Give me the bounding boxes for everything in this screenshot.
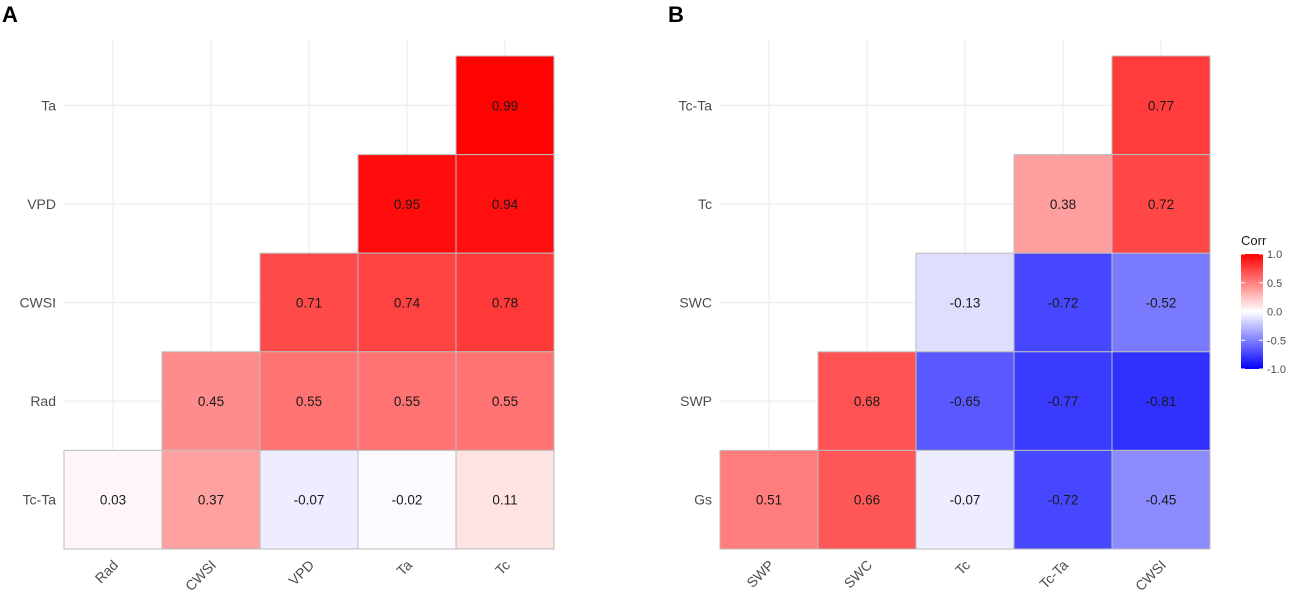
panel-b-cell-label: 0.38 xyxy=(1050,197,1076,212)
panel-b-cell xyxy=(1111,55,1211,156)
panel-a-cell-label: 0.78 xyxy=(492,296,518,311)
legend-tick-label: 0.5 xyxy=(1267,278,1282,290)
panel-a-cell xyxy=(357,351,457,451)
panel-b-x-tick-label: CWSI xyxy=(1132,557,1169,594)
legend-tick-label: 1.0 xyxy=(1267,249,1282,261)
panel-b-y-tick-label: SWC xyxy=(679,295,712,311)
panel-a-x-tick-label: Tc xyxy=(492,557,513,578)
panel-b-cell xyxy=(719,449,819,550)
panel-b-cell-label: 0.51 xyxy=(756,493,782,508)
panel-b-cell xyxy=(1013,449,1113,550)
legend-tick-label: 0.0 xyxy=(1267,307,1282,319)
legend-ticks: 1.0 0.5 0.0 -0.5 -1.0 xyxy=(1241,249,1286,376)
panel-a-cell xyxy=(259,351,359,451)
panel-a-cell-label: 0.55 xyxy=(492,394,518,409)
panel-a-cell xyxy=(357,252,457,353)
panel-b-cell-label: -0.52 xyxy=(1146,296,1177,311)
legend-tick-label: -1.0 xyxy=(1267,364,1286,376)
panel-a-cell-label: 0.03 xyxy=(100,493,126,508)
panel-a-cell xyxy=(455,55,555,156)
panel-b-cell-label: -0.81 xyxy=(1146,394,1177,409)
color-legend: Corr 1.0 0.5 0.0 -0.5 -1.0 xyxy=(1241,233,1286,376)
panel-a-axis-labels: Ta VPD CWSI Rad Tc-Ta Rad CWSI VPD Ta Tc xyxy=(19,97,513,594)
panel-b-cell xyxy=(915,252,1015,353)
legend-colorbar xyxy=(1241,254,1263,369)
panel-b-cell-label: 0.68 xyxy=(854,394,880,409)
panel-b-cell xyxy=(817,449,917,550)
panel-b-y-tick-label: Gs xyxy=(694,492,712,508)
panel-a-cell-label: 0.74 xyxy=(394,296,421,311)
panel-b-cell xyxy=(915,351,1015,451)
panel-a-y-tick-label: CWSI xyxy=(19,295,56,311)
panel-b-cell xyxy=(1111,252,1211,353)
panel-a-x-tick-label: VPD xyxy=(285,557,317,589)
panel-b-cell-label: -0.72 xyxy=(1048,493,1079,508)
panel-b-cell-label: -0.07 xyxy=(950,493,981,508)
panel-a-cell-label: 0.55 xyxy=(296,394,322,409)
panel-b-cell-label: 0.72 xyxy=(1148,197,1174,212)
panel-b-cell xyxy=(1111,351,1211,451)
legend-tick-label: -0.5 xyxy=(1267,335,1286,347)
panel-a-letter: A xyxy=(2,2,18,27)
panel-a-cell-label: 0.94 xyxy=(492,197,519,212)
panel-a-cell-label: -0.02 xyxy=(392,493,423,508)
panel-a-y-tick-label: Ta xyxy=(41,97,56,113)
panel-b-cell-label: -0.77 xyxy=(1048,394,1079,409)
panel-a-y-tick-label: Tc-Ta xyxy=(23,492,57,508)
panel-a-x-tick-label: Rad xyxy=(92,557,121,586)
panel-b-cell-label: 0.77 xyxy=(1148,98,1174,113)
panel-b-x-tick-label: Tc-Ta xyxy=(1036,557,1071,592)
panel-a-cell xyxy=(259,252,359,353)
panel-b-cell xyxy=(1013,252,1113,353)
panel-a-x-tick-label: Ta xyxy=(393,557,415,579)
panel-a-y-tick-label: VPD xyxy=(27,196,56,212)
panel-b-cell-label: -0.13 xyxy=(950,296,981,311)
panel-b-y-tick-label: SWP xyxy=(680,393,712,409)
legend-title: Corr xyxy=(1241,233,1267,248)
panel-b-cell xyxy=(1111,449,1211,550)
panel-a-cell-label: 0.45 xyxy=(198,394,224,409)
panel-a-cell-label: 0.95 xyxy=(394,197,420,212)
panel-a-cell xyxy=(357,449,457,550)
panel-a-cells: 0.99 0.95 0.94 0.71 0.74 0.78 0.45 0.55 0.55 0.55… xyxy=(63,55,555,550)
panel-a-cell-label: -0.07 xyxy=(294,493,325,508)
panel-a-cell-label: 0.11 xyxy=(492,493,517,508)
panel-a-cell xyxy=(259,449,359,550)
panel-b-cell xyxy=(915,449,1015,550)
panel-a-cell-label: 0.71 xyxy=(296,296,322,311)
panel-b-cell-label: -0.72 xyxy=(1048,296,1079,311)
panel-b-y-tick-label: Tc-Ta xyxy=(679,97,713,113)
panel-b-x-tick-label: SWP xyxy=(743,557,777,591)
panel-a-cell xyxy=(357,154,457,254)
panel-a-cell xyxy=(63,449,163,550)
panel-b-cell-label: 0.66 xyxy=(854,493,880,508)
panel-a-cell xyxy=(161,351,261,451)
panel-b-letter: B xyxy=(668,2,684,27)
panel-b-x-tick-label: Tc xyxy=(952,557,973,578)
panel-a-cell-label: 0.99 xyxy=(492,98,518,113)
panel-b-cells: 0.77 0.38 0.72 -0.13 -0.72 -0.52 0.68 -0.65 -0.7… xyxy=(719,55,1211,550)
panel-b-cell-label: -0.45 xyxy=(1146,493,1177,508)
panel-b-cell-label: -0.65 xyxy=(950,394,981,409)
panel-b-cell xyxy=(1111,154,1211,254)
panel-a-x-tick-label: CWSI xyxy=(182,557,219,594)
panel-b-x-tick-label: SWC xyxy=(841,557,875,591)
panel-a-cell-label: 0.55 xyxy=(394,394,420,409)
panel-a-cell xyxy=(161,449,261,550)
panel-b-y-tick-label: Tc xyxy=(698,196,712,212)
panel-a-cell-label: 0.37 xyxy=(198,493,224,508)
panel-a-y-tick-label: Rad xyxy=(30,393,56,409)
panel-a-cell xyxy=(455,449,555,550)
panel-a-cell xyxy=(455,252,555,353)
